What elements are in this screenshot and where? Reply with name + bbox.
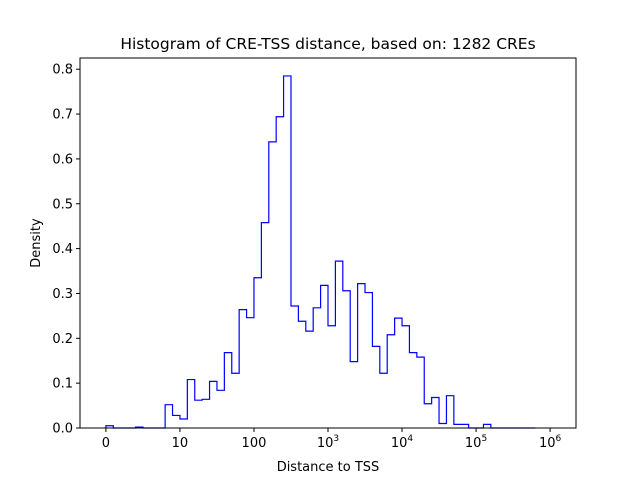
chart-title: Histogram of CRE-TSS distance, based on:… [120,35,535,53]
x-tick-label: 0 [102,436,110,451]
x-tick-label: 100 [242,436,267,451]
x-tick-label: 10 [172,436,189,451]
histogram-step-line [105,75,536,429]
y-tick-label: 0.5 [52,197,73,212]
y-tick-label: 0.2 [52,332,73,347]
y-tick-label: 0.4 [52,242,73,257]
x-axis-label: Distance to TSS [277,460,380,475]
y-tick-label: 0.3 [52,287,73,302]
y-tick-label: 0.6 [52,152,73,167]
y-tick-label: 0.8 [52,63,73,78]
plot-frame [79,57,577,429]
y-axis-label: Density [29,218,44,268]
y-tick-label: 0.1 [52,377,73,392]
y-tick-label: 0.7 [52,108,73,123]
y-tick-label: 0.0 [52,422,73,437]
ticks: 0 10 100 103 104 105 1060.00.10.20.30.40.50.60… [52,63,561,451]
